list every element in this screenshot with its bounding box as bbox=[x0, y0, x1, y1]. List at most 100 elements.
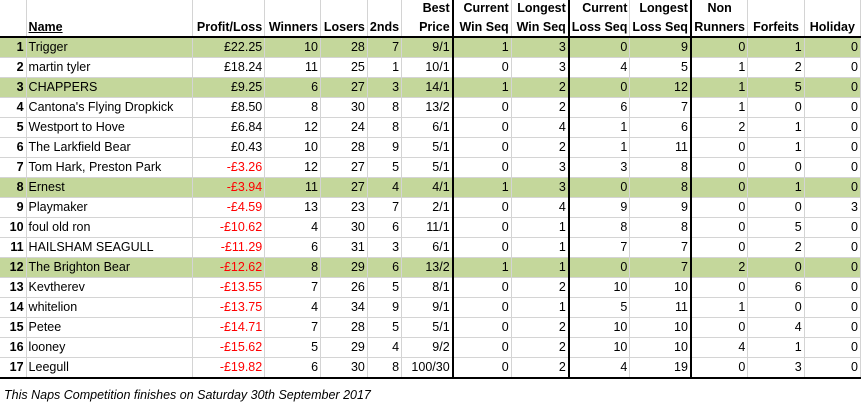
header-current-win-seq: Win Seq bbox=[451, 17, 512, 38]
cell-losers: 27 bbox=[320, 177, 368, 198]
cell-longest-loss-seq: 7 bbox=[629, 257, 692, 278]
table-row: 11 HAILSHAM SEAGULL -£11.29 6 31 3 6/1 0 1 7 7 0 2 0 bbox=[0, 237, 861, 258]
cell-forfeits: 4 bbox=[747, 317, 805, 338]
cell-longest-win-seq: 2 bbox=[511, 137, 570, 158]
cell-profit-loss: -£14.71 bbox=[192, 317, 266, 338]
cell-losers: 25 bbox=[320, 57, 368, 78]
cell-current-loss-seq: 10 bbox=[568, 337, 631, 358]
cell-current-win-seq: 1 bbox=[451, 177, 512, 198]
cell-best-price: 11/1 bbox=[401, 217, 454, 238]
cell-profit-loss: -£13.75 bbox=[192, 297, 266, 318]
cell-rank: 12 bbox=[0, 257, 27, 278]
cell-name: looney bbox=[26, 337, 194, 358]
cell-best-price: 8/1 bbox=[401, 277, 454, 298]
cell-seconds: 5 bbox=[367, 317, 403, 338]
cell-losers: 27 bbox=[320, 77, 368, 98]
cell-forfeits: 5 bbox=[747, 217, 805, 238]
table-row: 17 Leegull -£19.82 6 30 8 100/30 0 2 4 19 0 3 0 bbox=[0, 357, 861, 379]
table-row: 14 whitelion -£13.75 4 34 9 9/1 0 1 5 11 1 0 0 bbox=[0, 297, 861, 318]
header-losers: Losers bbox=[320, 17, 368, 38]
cell-best-price: 14/1 bbox=[401, 77, 454, 98]
cell-holiday: 0 bbox=[804, 97, 861, 118]
cell-longest-loss-seq: 10 bbox=[629, 317, 692, 338]
cell-longest-win-seq: 1 bbox=[511, 237, 570, 258]
table-row: 5 Westport to Hove £6.84 12 24 8 6/1 0 4 1 6 2 1 0 bbox=[0, 117, 861, 138]
cell-current-loss-seq: 0 bbox=[568, 37, 631, 58]
cell-name: Trigger bbox=[26, 37, 194, 58]
header-current-loss-top: Current bbox=[568, 0, 631, 17]
header-current-win-top: Current bbox=[451, 0, 512, 17]
table-row: 12 The Brighton Bear -£12.62 8 29 6 13/2 1 1 0 7 2 0… bbox=[0, 257, 861, 278]
cell-winners: 4 bbox=[264, 217, 322, 238]
table-row: 16 looney -£15.62 5 29 4 9/2 0 2 10 10 4 1 0 bbox=[0, 337, 861, 358]
cell-losers: 29 bbox=[320, 337, 368, 358]
cell-longest-win-seq: 1 bbox=[511, 217, 570, 238]
cell-current-loss-seq: 8 bbox=[568, 217, 631, 238]
cell-rank: 3 bbox=[0, 77, 27, 98]
cell-non-runners: 0 bbox=[690, 277, 749, 298]
cell-non-runners: 0 bbox=[690, 37, 749, 58]
cell-profit-loss: £8.50 bbox=[192, 97, 266, 118]
cell-non-runners: 2 bbox=[690, 117, 749, 138]
cell-winners: 13 bbox=[264, 197, 322, 218]
cell-forfeits: 1 bbox=[747, 337, 805, 358]
cell-forfeits: 1 bbox=[747, 137, 805, 158]
cell-profit-loss: -£3.94 bbox=[192, 177, 266, 198]
cell-profit-loss: -£4.59 bbox=[192, 197, 266, 218]
cell-holiday: 0 bbox=[804, 357, 861, 379]
header-best-price-top: Best bbox=[401, 0, 454, 17]
cell-winners: 6 bbox=[264, 77, 322, 98]
cell-longest-loss-seq: 7 bbox=[629, 97, 692, 118]
cell-best-price: 5/1 bbox=[401, 137, 454, 158]
cell-seconds: 7 bbox=[367, 37, 403, 58]
cell-losers: 23 bbox=[320, 197, 368, 218]
cell-current-win-seq: 0 bbox=[451, 297, 512, 318]
cell-best-price: 2/1 bbox=[401, 197, 454, 218]
cell-holiday: 0 bbox=[804, 77, 861, 98]
cell-best-price: 5/1 bbox=[401, 317, 454, 338]
cell-non-runners: 0 bbox=[690, 357, 749, 379]
cell-current-win-seq: 1 bbox=[451, 257, 512, 278]
cell-rank: 1 bbox=[0, 37, 27, 58]
cell-losers: 30 bbox=[320, 97, 368, 118]
cell-winners: 10 bbox=[264, 137, 322, 158]
cell-current-win-seq: 0 bbox=[451, 197, 512, 218]
cell-rank: 7 bbox=[0, 157, 27, 178]
cell-forfeits: 1 bbox=[747, 117, 805, 138]
cell-holiday: 0 bbox=[804, 177, 861, 198]
cell-name: Cantona's Flying Dropkick bbox=[26, 97, 194, 118]
cell-best-price: 9/1 bbox=[401, 37, 454, 58]
cell-current-win-seq: 0 bbox=[451, 217, 512, 238]
competition-footer-note: This Naps Competition finishes on Saturd… bbox=[4, 388, 371, 402]
header-winners: Winners bbox=[264, 17, 322, 38]
cell-current-win-seq: 0 bbox=[451, 337, 512, 358]
cell-longest-loss-seq: 10 bbox=[629, 277, 692, 298]
cell-winners: 6 bbox=[264, 357, 322, 379]
cell-best-price: 10/1 bbox=[401, 57, 454, 78]
table-row: 4 Cantona's Flying Dropkick £8.50 8 30 8 13/2 0… bbox=[0, 97, 861, 118]
cell-longest-loss-seq: 11 bbox=[629, 137, 692, 158]
cell-forfeits: 2 bbox=[747, 57, 805, 78]
cell-profit-loss: -£15.62 bbox=[192, 337, 266, 358]
cell-longest-win-seq: 2 bbox=[511, 97, 570, 118]
cell-current-win-seq: 1 bbox=[451, 77, 512, 98]
cell-profit-loss: -£10.62 bbox=[192, 217, 266, 238]
header-current-loss-seq: Loss Seq bbox=[568, 17, 631, 38]
cell-holiday: 0 bbox=[804, 37, 861, 58]
header-row: Name Profit/Loss Winners Losers 2nds Pri… bbox=[0, 17, 861, 38]
header-row-top: Best Current Longest Current Longest Non bbox=[0, 0, 861, 17]
cell-forfeits: 6 bbox=[747, 277, 805, 298]
cell-rank: 10 bbox=[0, 217, 27, 238]
cell-longest-win-seq: 1 bbox=[511, 257, 570, 278]
table-row: 6 The Larkfield Bear £0.43 10 28 9 5/1 0 2 1 11 0 1 0 bbox=[0, 137, 861, 158]
cell-non-runners: 0 bbox=[690, 197, 749, 218]
cell-winners: 8 bbox=[264, 257, 322, 278]
cell-rank: 16 bbox=[0, 337, 27, 358]
cell-name: foul old ron bbox=[26, 217, 194, 238]
cell-forfeits: 5 bbox=[747, 77, 805, 98]
header-longest-loss-top: Longest bbox=[629, 0, 692, 17]
cell-longest-win-seq: 4 bbox=[511, 117, 570, 138]
cell-non-runners: 0 bbox=[690, 217, 749, 238]
cell-seconds: 9 bbox=[367, 297, 403, 318]
cell-current-loss-seq: 9 bbox=[568, 197, 631, 218]
